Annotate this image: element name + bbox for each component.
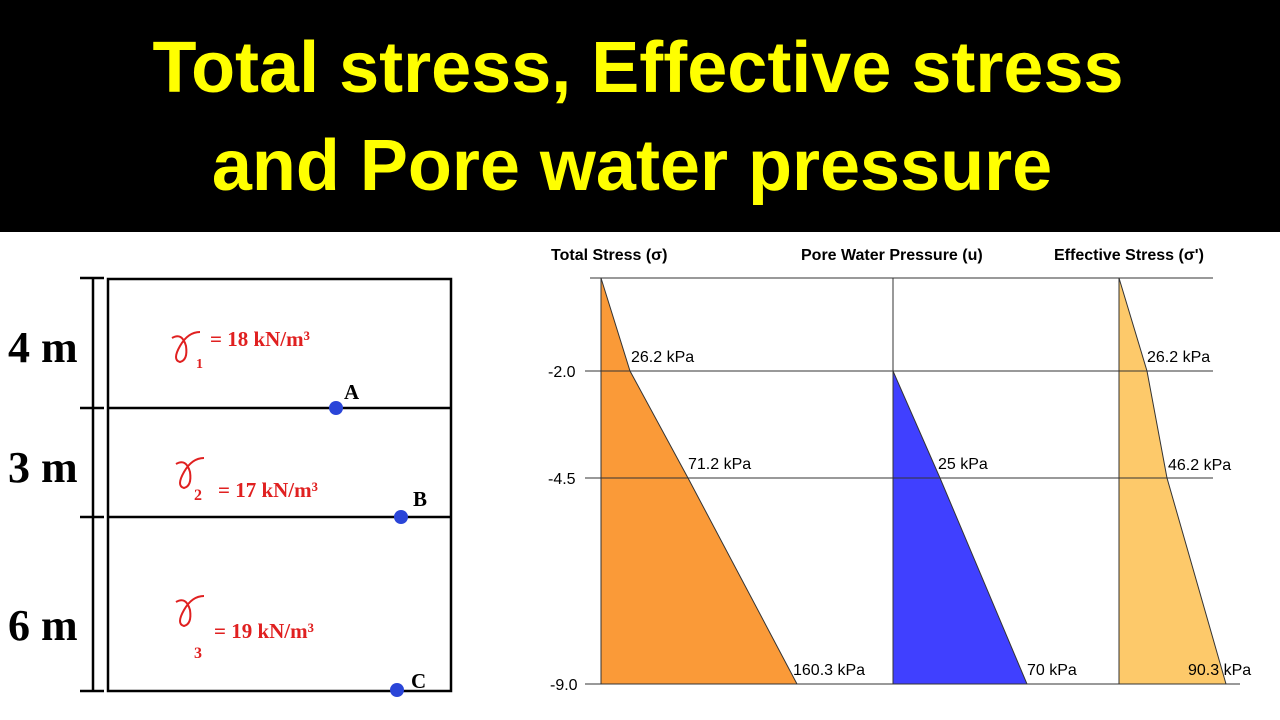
pore-pressure-area xyxy=(892,370,1028,685)
value-label: 71.2 kPa xyxy=(688,456,751,473)
soil-box xyxy=(106,277,453,693)
point-label: B xyxy=(413,487,427,511)
value-label: 25 kPa xyxy=(938,456,988,473)
column-heading: Total Stress (σ) xyxy=(551,247,667,264)
header-band xyxy=(0,0,1280,232)
column-heading: Effective Stress (σ') xyxy=(1054,247,1204,264)
unit-weight: = 18 kN/m³ xyxy=(210,327,310,351)
column-heading: Pore Water Pressure (u) xyxy=(801,247,983,264)
gamma-subscript: 3 xyxy=(194,645,202,662)
soil-profile xyxy=(80,276,453,693)
point-label: C xyxy=(411,669,426,693)
value-label: 46.2 kPa xyxy=(1168,457,1231,474)
depth-label: -2.0 xyxy=(548,364,576,381)
unit-weight: = 17 kN/m³ xyxy=(218,478,318,502)
value-label: 26.2 kPa xyxy=(631,349,694,366)
total-stress-area xyxy=(600,277,798,685)
gamma-subscript: 2 xyxy=(194,487,202,504)
point-marker xyxy=(394,510,408,524)
value-label: 26.2 kPa xyxy=(1147,349,1210,366)
depth-label: -9.0 xyxy=(550,677,578,694)
layer-thickness: 3 m xyxy=(8,443,78,492)
gamma-symbol xyxy=(175,595,205,628)
value-label: 90.3 kPa xyxy=(1188,662,1251,679)
title-line: and Pore water pressure xyxy=(212,126,1052,206)
layer-thickness: 6 m xyxy=(8,601,78,650)
point-marker xyxy=(329,401,343,415)
gamma-subscript: 1 xyxy=(196,357,203,372)
gamma-symbol xyxy=(171,331,201,364)
gamma-symbol xyxy=(175,457,205,490)
layer-thickness: 4 m xyxy=(8,323,78,372)
value-label: 70 kPa xyxy=(1027,662,1077,679)
point-label: A xyxy=(344,380,360,404)
unit-weight: = 19 kN/m³ xyxy=(214,619,314,643)
grid xyxy=(585,277,1240,685)
value-label: 160.3 kPa xyxy=(793,662,865,679)
point-marker xyxy=(390,683,404,697)
depth-label: -4.5 xyxy=(548,471,576,488)
title-line: Total stress, Effective stress xyxy=(152,28,1123,108)
effective-stress-area xyxy=(1118,277,1227,685)
